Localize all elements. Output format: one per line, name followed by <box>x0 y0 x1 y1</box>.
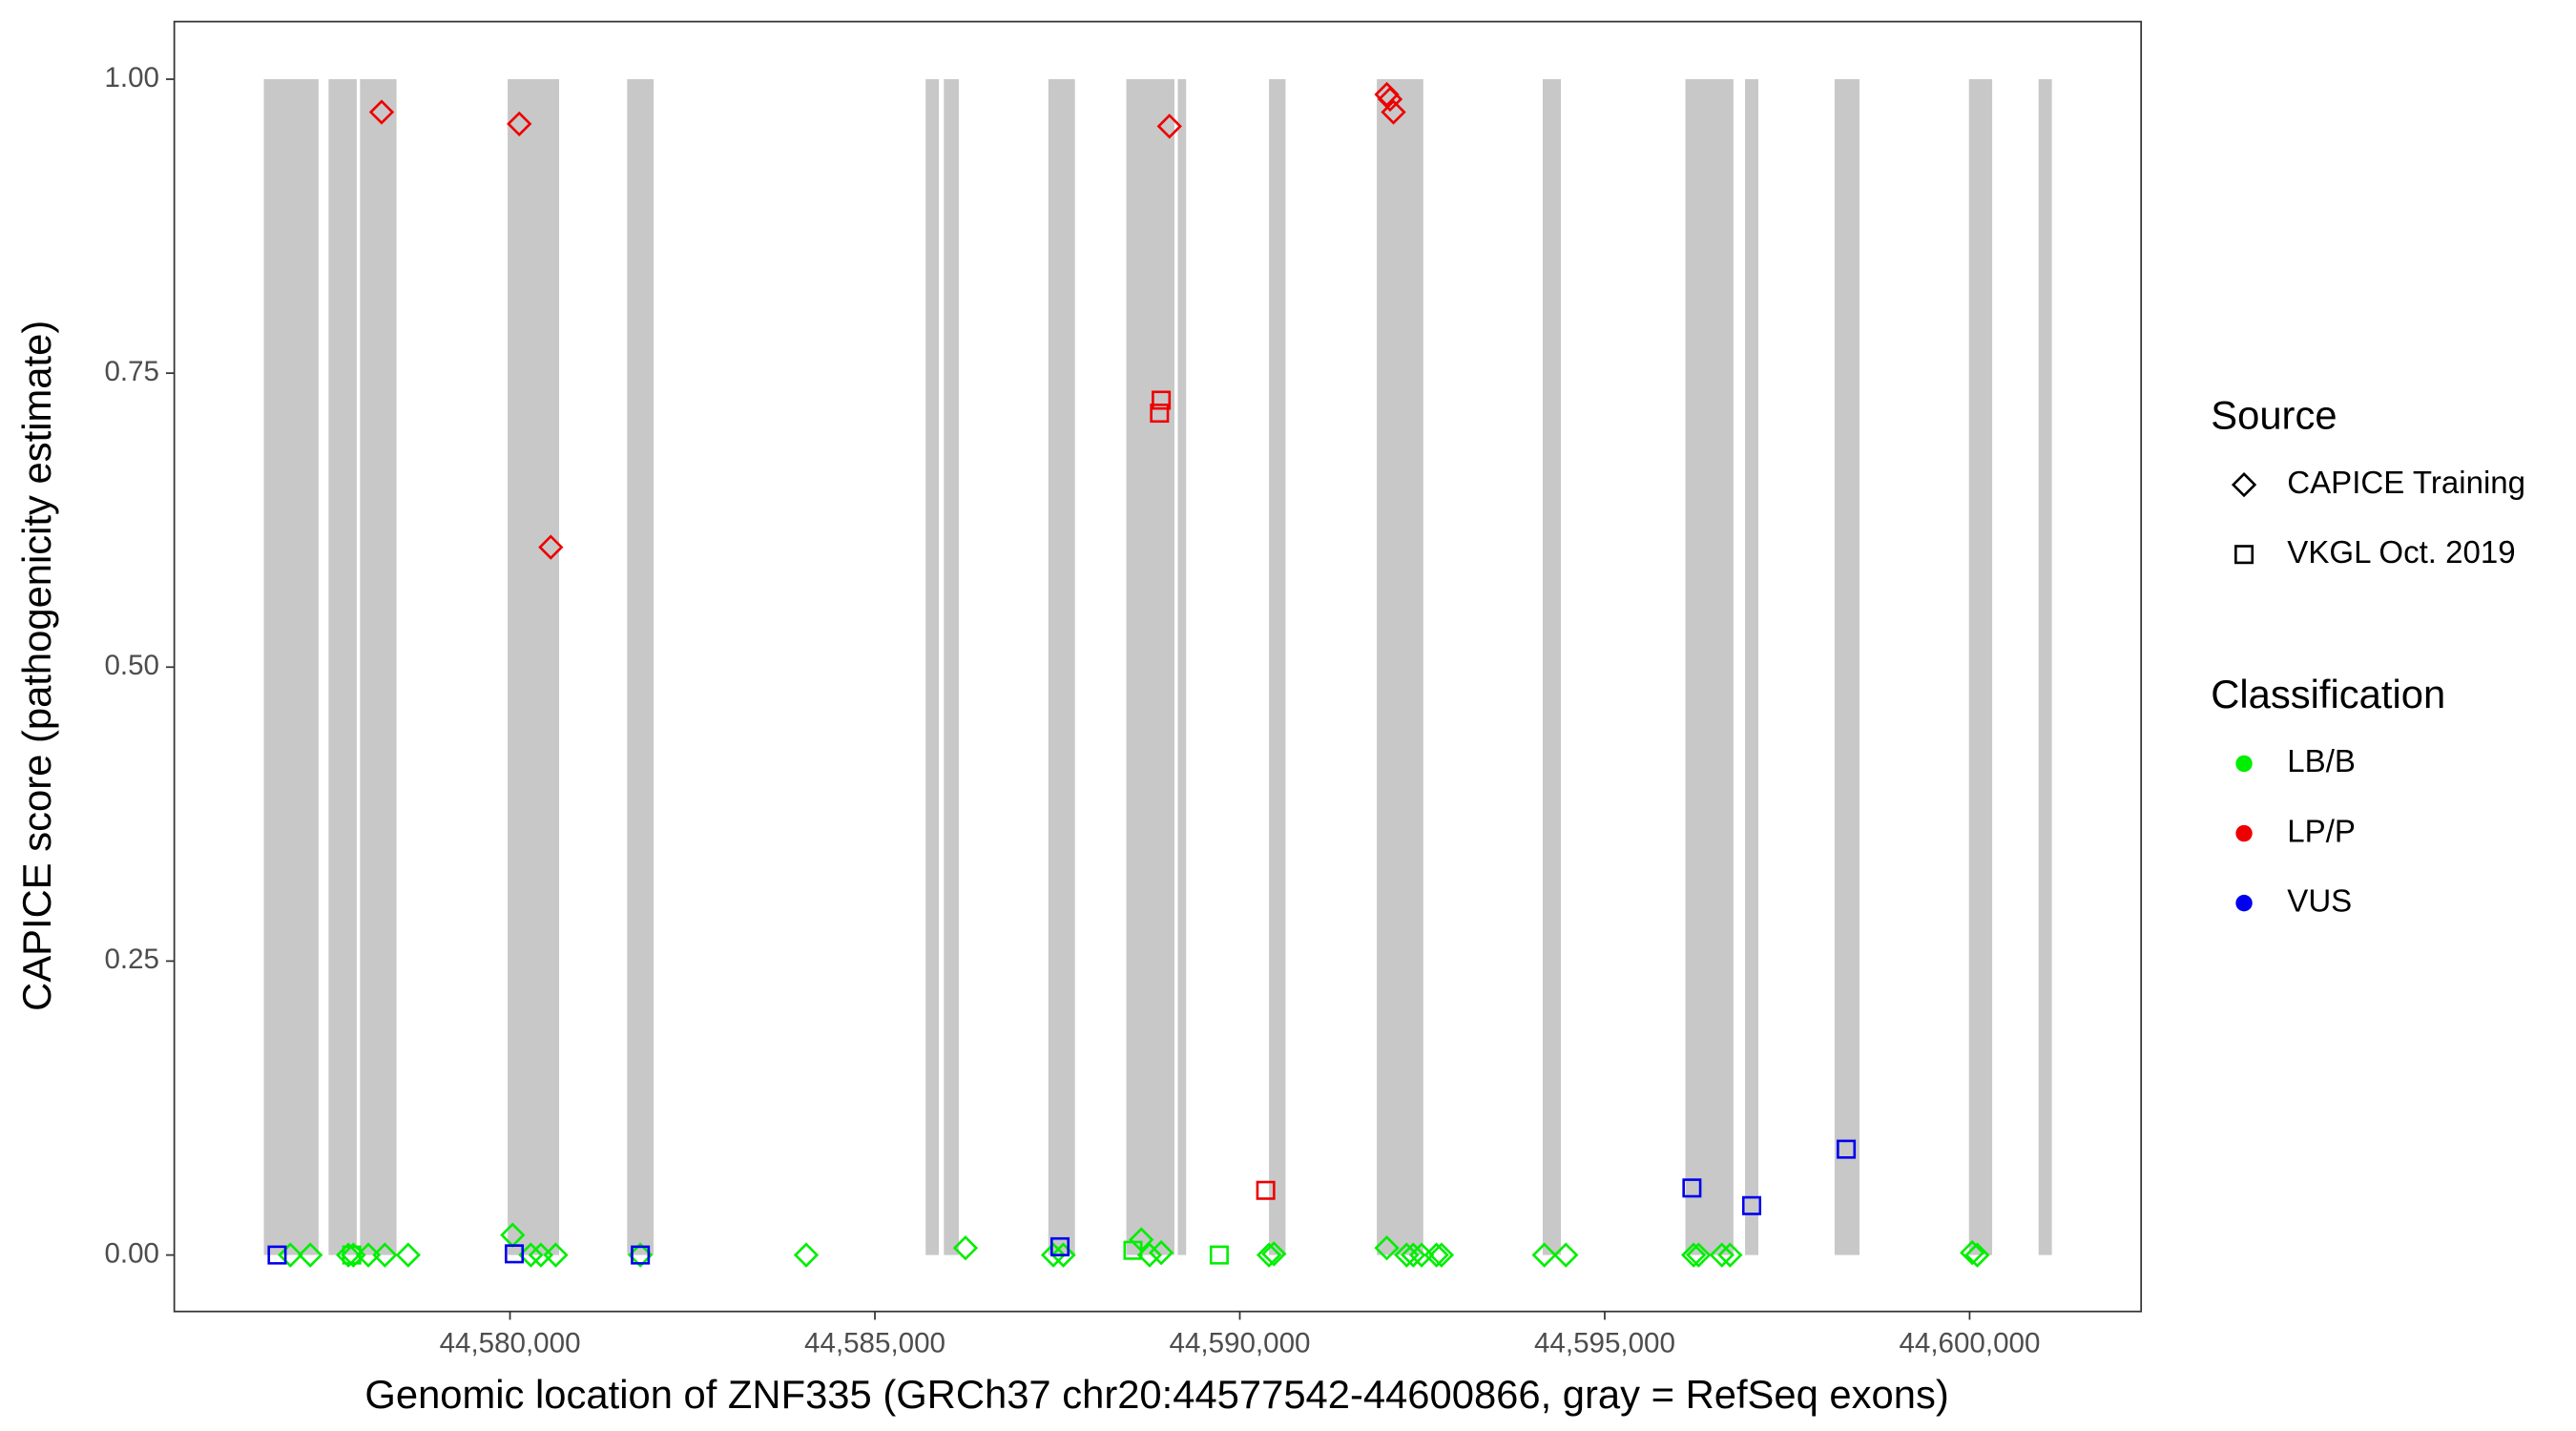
legend-key <box>2235 824 2253 842</box>
point <box>368 99 395 125</box>
exon <box>508 79 560 1255</box>
point <box>1680 1242 1707 1268</box>
point <box>1964 1242 1990 1268</box>
exon <box>2038 79 2052 1255</box>
point <box>1423 1242 1449 1268</box>
legend-key <box>2234 545 2254 565</box>
exon <box>944 79 959 1255</box>
point <box>1686 1242 1712 1268</box>
exon <box>925 79 940 1255</box>
point <box>1682 1178 1702 1198</box>
legend-key <box>2231 471 2257 498</box>
exon <box>1048 79 1075 1255</box>
x-tick-label: 44,595,000 <box>1534 1327 1675 1358</box>
exon <box>263 79 319 1255</box>
exon <box>1126 79 1175 1255</box>
point <box>298 1242 323 1268</box>
point <box>1742 1195 1762 1215</box>
y-tick-label: 0.50 <box>104 650 159 681</box>
legend-title: Source <box>2211 393 2337 438</box>
x-tick-label: 44,590,000 <box>1170 1327 1311 1358</box>
legend-label: LB/B <box>2287 744 2356 779</box>
x-tick-label: 44,580,000 <box>440 1327 581 1358</box>
point <box>1428 1242 1455 1268</box>
point <box>1123 1240 1143 1260</box>
point <box>1256 1242 1282 1268</box>
point <box>1209 1245 1229 1265</box>
legend-key <box>2235 894 2253 912</box>
point <box>1150 404 1170 424</box>
point <box>336 1242 362 1268</box>
x-tick-label: 44,600,000 <box>1899 1327 2040 1358</box>
y-axis-title: CAPICE score (pathogenicity estimate) <box>14 321 59 1011</box>
y-tick-label: 0.75 <box>104 356 159 387</box>
point <box>1837 1139 1857 1159</box>
point <box>505 1244 525 1264</box>
point <box>342 1245 362 1265</box>
y-tick-label: 0.00 <box>104 1237 159 1269</box>
y-tick-label: 1.00 <box>104 62 159 93</box>
y-tick-label: 0.25 <box>104 944 159 975</box>
point <box>372 1242 398 1268</box>
exon <box>328 79 357 1255</box>
point <box>267 1245 287 1265</box>
point <box>1148 1239 1174 1266</box>
point <box>1381 99 1406 125</box>
point <box>1374 1234 1400 1261</box>
point <box>1040 1242 1067 1268</box>
exon <box>1542 79 1562 1255</box>
x-axis-title: Genomic location of ZNF335 (GRCh37 chr20… <box>364 1372 1948 1417</box>
point <box>1717 1242 1743 1268</box>
point <box>1256 1180 1276 1200</box>
point <box>631 1245 651 1265</box>
point <box>793 1242 820 1268</box>
exon <box>1745 79 1758 1255</box>
point <box>1152 390 1172 410</box>
point <box>278 1242 303 1268</box>
exon <box>1685 79 1734 1255</box>
exon <box>360 79 397 1255</box>
point <box>1377 86 1403 113</box>
legend-label: LP/P <box>2287 814 2356 849</box>
exon <box>627 79 654 1255</box>
exon <box>1177 79 1187 1255</box>
exon <box>1377 79 1423 1255</box>
legend-label: VKGL Oct. 2019 <box>2287 535 2515 570</box>
point <box>1050 1236 1070 1256</box>
point <box>1401 1242 1426 1268</box>
exon <box>1968 79 1993 1255</box>
point <box>507 111 532 137</box>
point <box>538 534 564 560</box>
point <box>1050 1242 1076 1268</box>
panel-border <box>173 20 2143 1313</box>
point <box>1531 1242 1557 1268</box>
legend-label: CAPICE Training <box>2287 466 2525 501</box>
point <box>395 1242 421 1268</box>
point <box>1553 1242 1579 1268</box>
point <box>543 1242 569 1268</box>
point <box>952 1234 979 1261</box>
legend-label: VUS <box>2287 883 2352 919</box>
legend-key <box>2235 755 2253 773</box>
point <box>1960 1239 1985 1266</box>
exon <box>1834 79 1860 1255</box>
point <box>1156 114 1182 139</box>
point <box>1261 1241 1287 1267</box>
exon <box>1269 79 1286 1255</box>
x-tick-label: 44,585,000 <box>804 1327 945 1358</box>
legend-title: Classification <box>2211 672 2445 716</box>
point <box>1709 1242 1735 1268</box>
